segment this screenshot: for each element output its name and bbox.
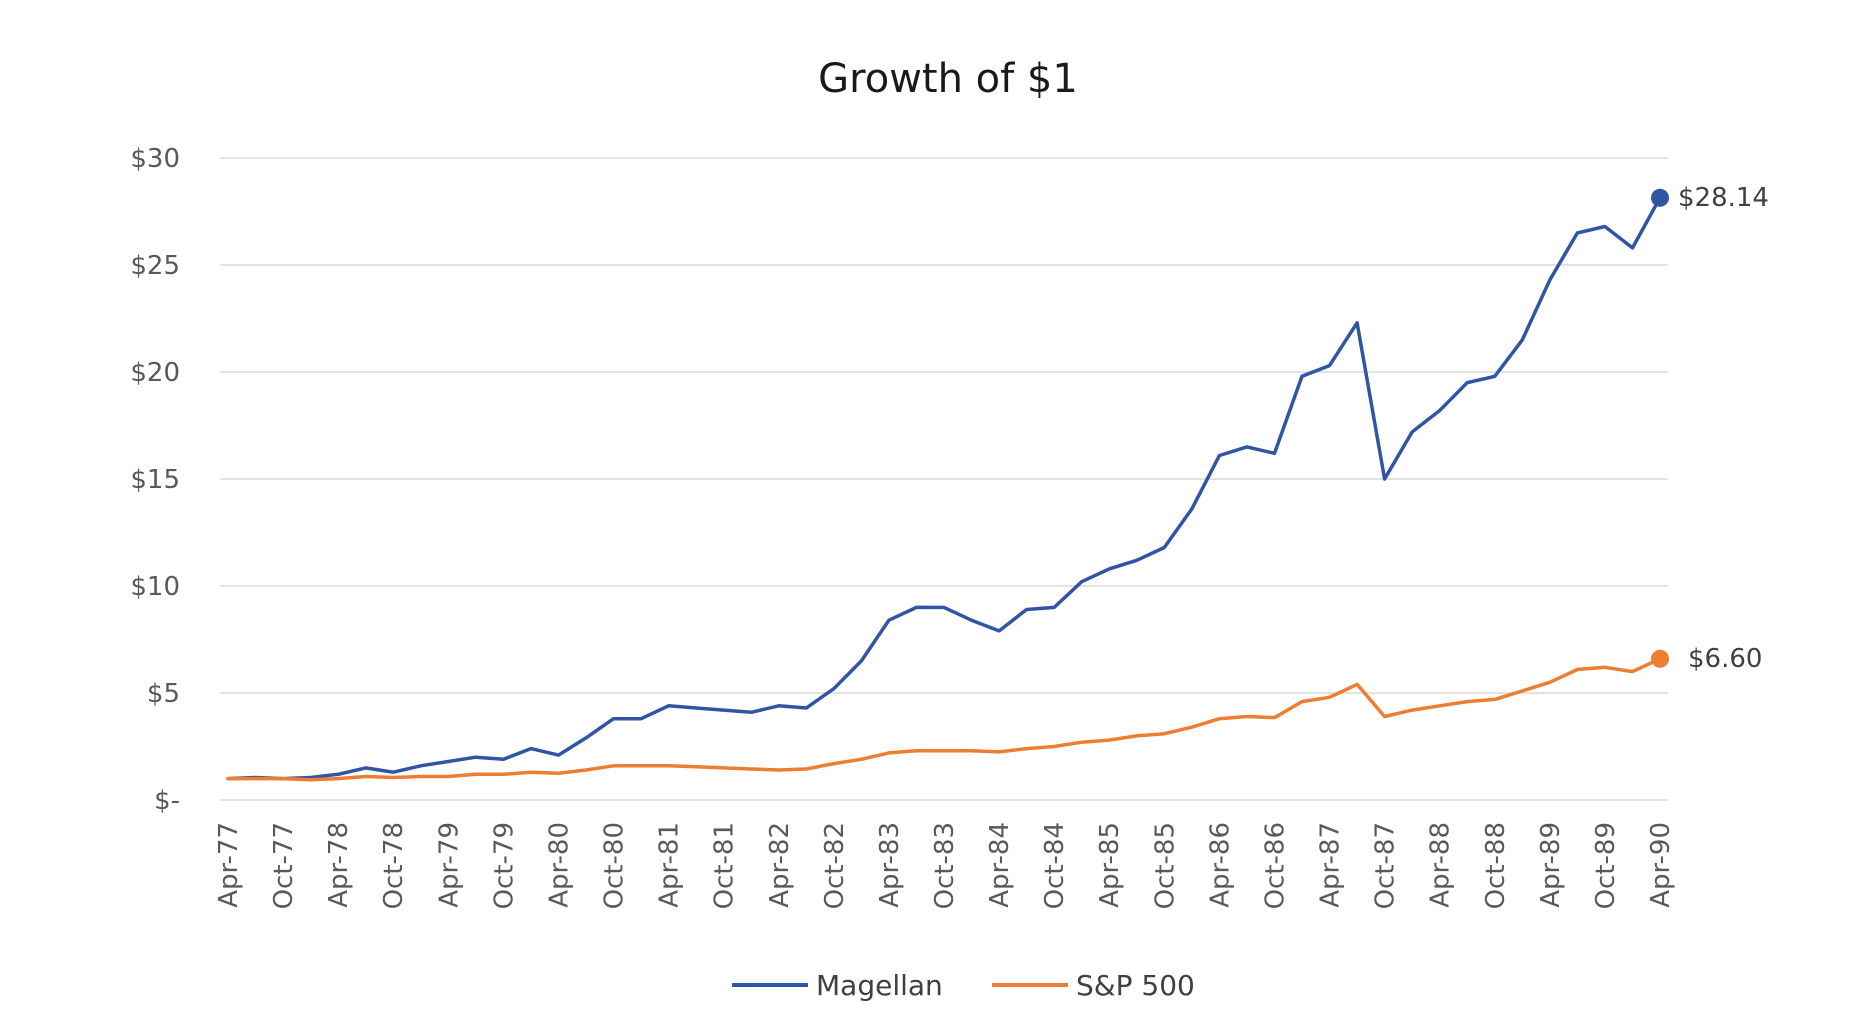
x-tick-label: Oct-84 [1040, 822, 1070, 909]
x-tick-label: Apr-89 [1536, 822, 1566, 908]
x-tick-label: Apr-77 [214, 822, 244, 908]
x-tick-label: Oct-85 [1150, 822, 1180, 909]
x-tick-label: Apr-88 [1426, 822, 1456, 908]
x-tick-label: Oct-88 [1481, 822, 1511, 909]
y-tick-label: $10 [130, 572, 180, 602]
x-tick-label: Apr-79 [434, 822, 464, 908]
y-tick-label: $- [154, 786, 180, 816]
legend-label: Magellan [816, 969, 943, 1002]
x-tick-label: Oct-81 [710, 822, 740, 909]
end-marker [1651, 188, 1669, 207]
x-tick-label: Apr-86 [1205, 822, 1235, 908]
end-marker [1651, 649, 1669, 668]
y-tick-label: $20 [130, 358, 180, 388]
x-tick-label: Apr-78 [324, 822, 354, 908]
x-tick-label: Apr-84 [985, 822, 1015, 908]
end-value-label: $28.14 [1678, 183, 1769, 213]
y-tick-label: $5 [147, 679, 180, 709]
end-value-label: $6.60 [1688, 644, 1762, 674]
x-tick-label: Apr-87 [1316, 822, 1346, 908]
y-tick-label: $25 [130, 251, 180, 281]
x-tick-label: Oct-89 [1591, 822, 1621, 909]
end-markers: $28.14 $6.60 [1651, 183, 1769, 674]
y-tick-label: $15 [130, 465, 180, 495]
x-tick-label: Apr-90 [1646, 822, 1676, 908]
y-axis-ticks: $- $5 $10 $15 $20 $25 $30 [130, 144, 180, 816]
grid-lines [220, 157, 1668, 801]
x-tick-label: Oct-83 [930, 822, 960, 909]
legend-label: S&P 500 [1076, 969, 1195, 1002]
series-line-magellan [226, 196, 1662, 781]
x-tick-label: Oct-82 [820, 822, 850, 909]
series-line-sp500 [226, 657, 1662, 782]
x-tick-label: Oct-86 [1260, 822, 1290, 909]
series-lines [226, 196, 1662, 782]
x-tick-label: Oct-77 [269, 822, 299, 909]
x-tick-label: Apr-80 [544, 822, 574, 908]
x-tick-label: Apr-81 [655, 822, 685, 908]
chart-title: Growth of $1 [818, 56, 1078, 102]
x-tick-label: Apr-82 [765, 822, 795, 908]
x-tick-label: Oct-79 [489, 822, 519, 909]
legend: Magellan S&P 500 [732, 969, 1195, 1002]
x-axis-ticks: Apr-77 Oct-77 Apr-78 Oct-78 Apr-79 Oct-79 Apr-… [214, 822, 1676, 909]
x-tick-label: Apr-83 [875, 822, 905, 908]
x-tick-label: Oct-78 [379, 822, 409, 909]
x-tick-label: Oct-80 [600, 822, 630, 909]
x-tick-label: Oct-87 [1371, 822, 1401, 909]
x-tick-label: Apr-85 [1095, 822, 1125, 908]
y-tick-label: $30 [130, 144, 180, 174]
